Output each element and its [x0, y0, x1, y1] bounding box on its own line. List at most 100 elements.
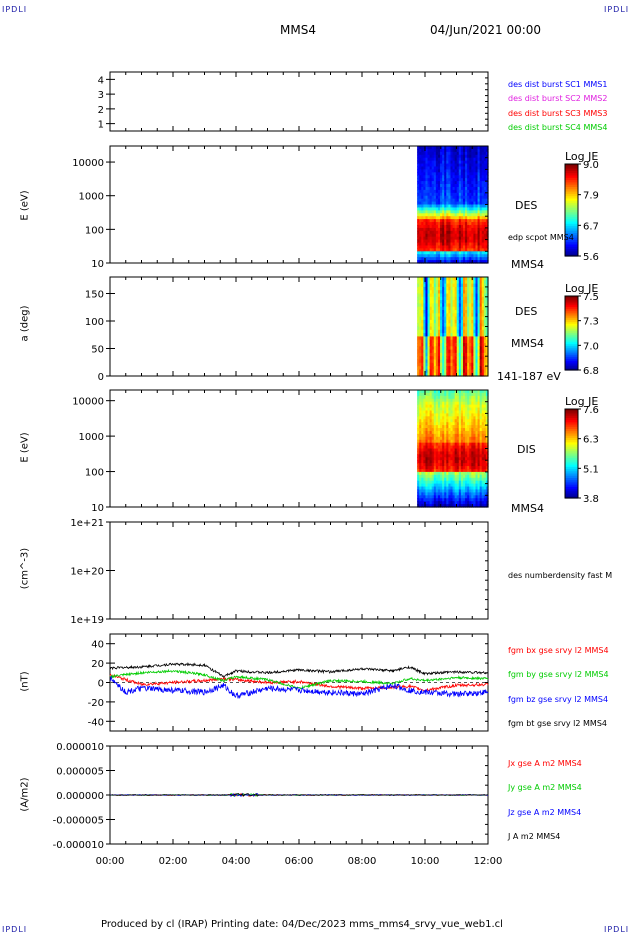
spectrogram-cell	[425, 300, 429, 304]
spectrogram-cell	[469, 372, 472, 377]
spectrogram-cell	[419, 404, 422, 409]
spectrogram-cell	[442, 195, 445, 200]
spectrogram-cell	[467, 280, 470, 285]
spectrogram-cell	[440, 319, 443, 324]
spectrogram-cell	[448, 319, 452, 324]
spectrogram-cell	[469, 419, 472, 423]
spectrogram-cell	[452, 151, 456, 156]
spectrogram-cell	[452, 362, 456, 367]
spectrogram-cell	[419, 483, 422, 488]
spectrogram-cell	[419, 401, 422, 406]
spectrogram-cell	[433, 319, 437, 324]
spectrogram-cell	[450, 372, 454, 377]
spectrogram-cell	[479, 451, 483, 455]
spectrogram-cell	[452, 352, 456, 357]
spectrogram-cell	[431, 316, 435, 321]
spectrogram-cell	[473, 407, 477, 412]
spectrogram-cell	[462, 245, 466, 249]
spectrogram-cell	[419, 181, 422, 185]
spectrogram-cell	[479, 352, 483, 357]
spectrogram-cell	[458, 313, 462, 318]
spectrogram-cell	[473, 445, 477, 450]
spectrogram-cell	[425, 283, 429, 288]
spectrogram-cell	[465, 310, 468, 314]
spectrogram-cell	[440, 192, 443, 197]
spectrogram-cell	[483, 454, 487, 458]
spectrogram-cell	[475, 445, 479, 450]
colorbar-cell	[565, 442, 578, 446]
colorbar-cell	[565, 413, 578, 417]
spectrogram-cell	[475, 186, 479, 191]
spectrogram-cell	[446, 401, 449, 406]
spectrogram-cell	[483, 349, 487, 354]
spectrogram-cell	[444, 492, 447, 496]
spectrogram-cell	[481, 248, 485, 252]
spectrogram-cell	[467, 163, 470, 168]
spectrogram-cell	[460, 213, 464, 217]
spectrogram-cell	[467, 498, 470, 502]
spectrogram-cell	[473, 213, 477, 217]
spectrogram-cell	[417, 316, 420, 321]
spectrogram-cell	[429, 422, 433, 426]
spectrogram-cell	[452, 195, 456, 200]
spectrogram-cell	[427, 151, 431, 156]
spectrogram-cell	[458, 352, 462, 357]
spectrogram-cell	[458, 436, 462, 441]
spectrogram-cell	[460, 316, 464, 321]
spectrogram-cell	[419, 430, 422, 435]
spectrogram-cell	[452, 280, 456, 285]
spectrogram-cell	[435, 466, 439, 470]
spectrogram-cell	[485, 404, 489, 409]
spectrogram-cell	[437, 239, 441, 244]
spectrogram-cell	[452, 413, 456, 417]
spectrogram-cell	[465, 151, 468, 156]
spectrogram-cell	[477, 430, 481, 435]
spectrogram-cell	[417, 192, 420, 197]
spectrogram-cell	[456, 172, 460, 176]
spectrogram-cell	[454, 224, 458, 229]
spectrogram-cell	[452, 416, 456, 420]
spectrogram-cell	[437, 401, 441, 406]
spectrogram-cell	[431, 283, 435, 288]
spectrogram-cell	[450, 425, 454, 429]
spectrogram-cell	[423, 184, 427, 188]
spectrogram-cell	[460, 236, 464, 241]
spectrogram-cell	[471, 300, 475, 304]
spectrogram-cell	[437, 346, 441, 351]
spectrogram-cell	[423, 336, 427, 341]
spectrogram-cell	[419, 277, 422, 281]
spectrogram-cell	[471, 477, 475, 482]
spectrogram-cell	[483, 477, 487, 482]
spectrogram-cell	[481, 483, 485, 488]
spectrogram-cell	[446, 439, 449, 444]
spectrogram-cell	[421, 477, 424, 482]
spectrogram-cell	[417, 495, 420, 499]
spectrogram-cell	[452, 154, 456, 159]
colorbar-cell	[565, 462, 578, 466]
spectrogram-cell	[479, 210, 483, 214]
spectrogram-cell	[467, 300, 470, 304]
spectrogram-cell	[462, 181, 466, 185]
spectrogram-cell	[456, 192, 460, 197]
spectrogram-cell	[425, 457, 429, 461]
spectrogram-cell	[469, 189, 472, 194]
spectrogram-cell	[433, 349, 437, 354]
spectrogram-cell	[425, 319, 429, 324]
spectrogram-cell	[427, 369, 431, 374]
spectrogram-cell	[431, 366, 435, 370]
spectrogram-cell	[460, 254, 464, 258]
spectrogram-cell	[479, 336, 483, 341]
spectrogram-cell	[421, 178, 424, 182]
spectrogram-cell	[448, 296, 452, 301]
spectrogram-cell	[458, 260, 462, 264]
spectrogram-cell	[471, 433, 475, 438]
spectrogram-cell	[446, 181, 449, 185]
spectrogram-cell	[450, 346, 454, 351]
spectrogram-cell	[481, 410, 485, 414]
spectrogram-cell	[433, 227, 437, 232]
spectrogram-cell	[435, 501, 439, 505]
colorbar-tick-label: 6.8	[583, 366, 599, 377]
spectrogram-cell	[421, 154, 424, 159]
spectrogram-cell	[462, 395, 466, 400]
colorbar-cell	[565, 200, 578, 204]
